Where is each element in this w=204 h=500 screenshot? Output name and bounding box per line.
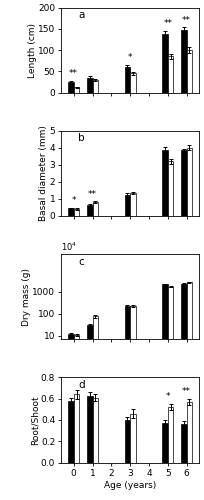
Text: **: ** xyxy=(181,16,190,24)
Bar xyxy=(167,162,173,216)
Text: c: c xyxy=(78,256,83,266)
Bar xyxy=(130,414,135,463)
Bar xyxy=(86,324,92,500)
Text: a: a xyxy=(78,10,84,20)
Bar xyxy=(124,306,130,500)
Bar xyxy=(92,316,98,500)
X-axis label: Age (years): Age (years) xyxy=(104,480,155,490)
Y-axis label: Basal diameter (mm): Basal diameter (mm) xyxy=(39,126,48,222)
Bar xyxy=(92,80,98,92)
Bar xyxy=(73,209,79,216)
Bar xyxy=(161,423,167,463)
Text: *: * xyxy=(127,54,132,62)
Bar xyxy=(186,50,191,92)
Bar xyxy=(73,335,79,500)
Bar xyxy=(92,202,98,216)
Bar xyxy=(186,402,191,462)
Bar xyxy=(167,56,173,92)
Bar xyxy=(161,150,167,216)
Bar xyxy=(86,78,92,92)
Bar xyxy=(68,401,73,462)
Bar xyxy=(186,282,191,500)
Text: b: b xyxy=(78,134,84,143)
Bar xyxy=(68,82,73,92)
Bar xyxy=(186,148,191,216)
Bar xyxy=(161,284,167,500)
Text: *: * xyxy=(165,392,169,402)
Bar xyxy=(92,398,98,462)
Bar xyxy=(167,407,173,463)
Text: $10^4$: $10^4$ xyxy=(61,241,77,254)
Bar xyxy=(130,74,135,92)
Bar xyxy=(161,34,167,92)
Bar xyxy=(124,420,130,463)
Bar xyxy=(167,286,173,500)
Text: **: ** xyxy=(88,190,96,198)
Bar xyxy=(124,194,130,216)
Bar xyxy=(68,334,73,500)
Y-axis label: Length (cm): Length (cm) xyxy=(28,22,37,78)
Bar xyxy=(180,30,186,92)
Bar xyxy=(86,396,92,462)
Bar xyxy=(124,67,130,92)
Bar xyxy=(73,88,79,92)
Text: **: ** xyxy=(181,387,190,396)
Bar xyxy=(68,208,73,216)
Y-axis label: Root/Shoot: Root/Shoot xyxy=(30,395,39,445)
Y-axis label: Dry mass (g): Dry mass (g) xyxy=(22,268,31,326)
Text: d: d xyxy=(78,380,84,390)
Bar xyxy=(86,205,92,216)
Bar xyxy=(73,394,79,462)
Text: **: ** xyxy=(163,20,172,28)
Text: **: ** xyxy=(69,69,78,78)
Bar xyxy=(130,193,135,216)
Bar xyxy=(180,150,186,216)
Bar xyxy=(180,284,186,500)
Text: *: * xyxy=(71,196,76,205)
Bar xyxy=(180,424,186,463)
Bar xyxy=(130,306,135,500)
